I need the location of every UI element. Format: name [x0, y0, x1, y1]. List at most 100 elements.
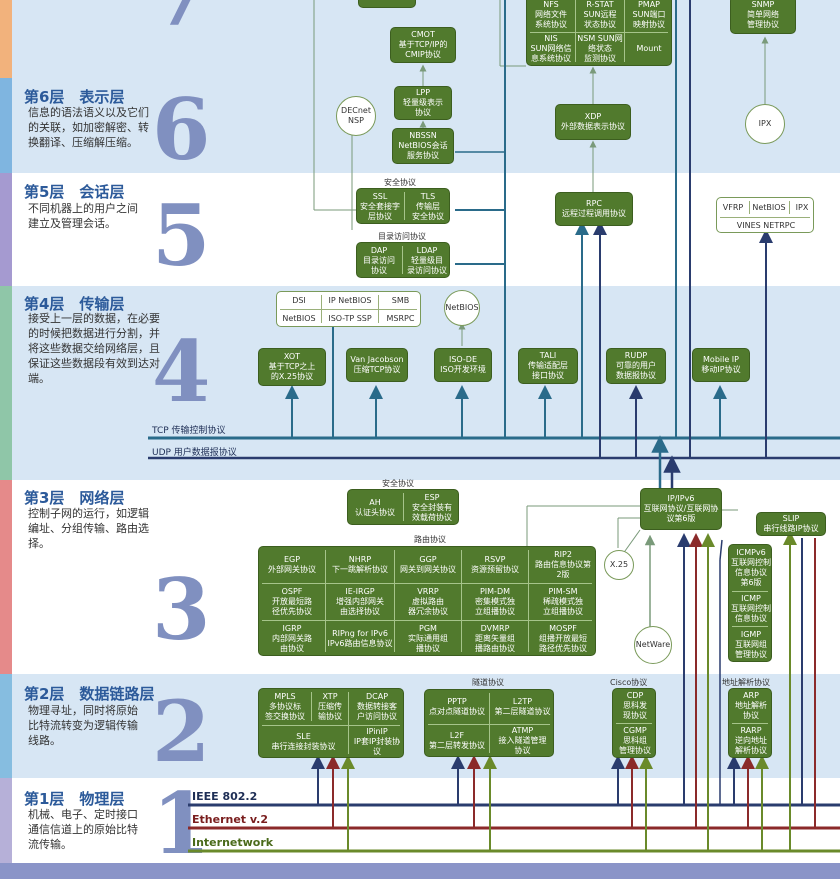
- protocol-ip-ipv6: IP/IPv6 互联网协议/互联网协 议第6版: [640, 488, 722, 530]
- protocol-x25: X.25: [604, 550, 634, 580]
- protocol-tls: TLS 传输层 安全协议: [412, 192, 444, 221]
- arp-stack: ARP 地址解析 协议 RARP 逆向地址 解析协议: [728, 688, 772, 758]
- protocol-ggp: GGP 网关到网关协议: [400, 555, 456, 574]
- divider: [262, 583, 592, 584]
- protocol-cmot-label: CMOT 基于TCP/IP的 CMIP协议: [398, 30, 448, 59]
- protocol-iso-tp-ssp: ISO-TP SSP: [328, 313, 372, 323]
- divider: [311, 692, 312, 721]
- protocol-snmp: SNMP 简单网络 管理协议: [730, 0, 796, 34]
- layer2-title: 第2层 数据链路层: [24, 685, 155, 703]
- protocol-cmot: CMOT 基于TCP/IP的 CMIP协议: [390, 27, 456, 63]
- tunnel-group: PPTP 点对点隧道协议 L2TP 第二层隧道协议 L2F 第二层转发协议 AT…: [424, 689, 554, 757]
- layer1-band: [0, 778, 840, 863]
- protocol-sle: SLE 串行连接封装协议: [271, 732, 336, 751]
- protocol-mospf: MOSPF 组播开放最短 路径优先协议: [539, 624, 587, 653]
- divider: [404, 192, 405, 220]
- protocol-snmp-label: SNMP 简单网络 管理协议: [747, 0, 779, 29]
- mpls-group: MPLS 多协议标 签交换协议 XTP 压缩传 输协议 DCAP 数据转接客 户…: [258, 688, 404, 758]
- protocol-l2tp: L2TP 第二层隧道协议: [494, 697, 551, 716]
- divider: [402, 246, 403, 274]
- layer5-strip: [0, 173, 12, 286]
- ssl-tls-group: SSL 安全套接字 层协议 TLS 传输层 安全协议: [356, 188, 450, 224]
- protocol-nsm: NSM SUN网 络状态 监测协议: [577, 34, 623, 63]
- protocol-msrpc: MSRPC: [386, 313, 415, 323]
- group-label-security3: 安全协议: [382, 479, 414, 488]
- protocol-ipinip: IPinIP IP套IP封装协议: [353, 727, 401, 756]
- protocol-dcap: DCAP 数据转接客 户访问协议: [357, 692, 397, 721]
- group-label-routing: 路由协议: [414, 535, 446, 544]
- tcp-bus-label: TCP 传输控制协议: [152, 426, 226, 436]
- protocol-dsi: DSI: [292, 295, 306, 305]
- layer3-title: 第3层 网络层: [24, 489, 125, 507]
- group-label-addr: 地址解析协议: [722, 678, 770, 687]
- layer2-number: 2: [152, 682, 211, 781]
- protocol-ldap: LDAP 轻量级目 录访问协议: [407, 246, 447, 275]
- protocol-lpp-label: LPP 轻量级表示 协议: [403, 88, 443, 117]
- protocol-slip: SLIP 串行线路IP协议: [756, 512, 826, 536]
- protocol-pim-sm: PIM-SM 稀疏模式独 立组播协议: [543, 587, 583, 616]
- protocol-vfrp: VFRP: [722, 203, 744, 212]
- protocol-arp: ARP 地址解析 协议: [735, 691, 767, 720]
- protocol-mobile-ip: Mobile IP 移动IP协议: [692, 348, 750, 382]
- protocol-ipx-5: IPX: [795, 203, 809, 212]
- protocol-ie-irgp: IE-IRGP 增强内部网关 由选择协议: [336, 587, 384, 616]
- layer6-number: 6: [152, 80, 211, 179]
- protocol-iso-de: ISO-DE ISO开发环境: [434, 348, 492, 382]
- protocol-vrrp: VRRP 虚拟路由 器冗余协议: [408, 587, 448, 616]
- protocol-xot-label: XOT 基于TCP之上 的X.25协议: [268, 352, 316, 381]
- layer4-strip: [0, 286, 12, 480]
- layer4-number: 4: [152, 322, 211, 421]
- dap-ldap-group: DAP 目录访问 协议 LDAP 轻量级目 录访问协议: [356, 242, 450, 278]
- internetwork-bus-label: Internetwork: [192, 836, 274, 849]
- divider: [394, 550, 395, 652]
- protocol-egp: EGP 外部网关协议: [268, 555, 316, 574]
- divider: [262, 725, 400, 726]
- group-label-directory: 目录访问协议: [378, 232, 426, 241]
- protocol-atmp: ATMP 接入隧道管理 协议: [498, 726, 547, 755]
- ethernet-bus-label: Ethernet v.2: [192, 813, 268, 826]
- protocol-lpp: LPP 轻量级表示 协议: [394, 86, 452, 120]
- layer2-band: [0, 674, 840, 778]
- protocol-pgm: PGM 实际通用组 播协议: [408, 624, 448, 653]
- protocol-rpc: RPC 远程过程调用协议: [555, 192, 633, 226]
- protocol-slip-label: SLIP 串行线路IP协议: [763, 514, 819, 533]
- protocol-netbios: NetBIOS: [282, 313, 316, 323]
- layer1-title: 第1层 物理层: [24, 790, 125, 808]
- protocol-pim-dm: PIM-DM 密集模式独 立组播协议: [475, 587, 515, 616]
- nfs-sun-group: NFS 网络文件 系统协议 R-STAT SUN远程 状态协议 PMAP SUN…: [526, 0, 672, 66]
- protocol-pptp: PPTP 点对点隧道协议: [429, 697, 485, 716]
- layer6-strip: [0, 78, 12, 173]
- layer1-desc: 机械、电子、定时接口通信信道上的原始比特流传输。: [28, 808, 138, 851]
- protocol-mpls: MPLS 多协议标 签交换协议: [265, 692, 305, 721]
- protocol-nis: NIS SUN网络信 息系统协议: [530, 34, 572, 63]
- protocol-ssl: SSL 安全套接字 层协议: [360, 192, 400, 221]
- divider: [624, 0, 625, 62]
- bottom-bar: [0, 863, 840, 879]
- protocol-ripng: RIPng for IPv6 IPv6路由信息协议: [327, 629, 393, 648]
- protocol-l2f: L2F 第二层转发协议: [429, 731, 485, 750]
- layer5-title: 第5层 会话层: [24, 183, 125, 201]
- protocol-xdp-label: XDP 外部数据表示协议: [561, 112, 625, 131]
- protocol-mobileip-label: Mobile IP 移动IP协议: [701, 355, 741, 374]
- protocol-netbios-5: NetBIOS: [752, 203, 786, 212]
- protocol-rpc-label: RPC 远程过程调用协议: [562, 199, 626, 218]
- protocol-ip-netbios: IP NetBIOS: [328, 295, 372, 305]
- layer7-number: 7: [152, 0, 210, 38]
- ah-esp-group: AH 认证头协议 ESP 安全封装有 效载荷协议: [347, 489, 459, 525]
- protocol-esp: ESP 安全封装有 效载荷协议: [412, 493, 452, 522]
- layer2-strip: [0, 674, 12, 778]
- divider: [403, 493, 404, 521]
- divider: [732, 626, 768, 627]
- protocol-vines: VINES NETRPC: [736, 220, 796, 230]
- divider: [428, 724, 550, 725]
- protocol-icmpv6: ICMPv6 互联网控制 信息协议 第6版: [731, 548, 771, 587]
- divider: [575, 0, 576, 62]
- divider: [720, 217, 810, 218]
- protocol-ipv6-label: IP/IPv6 互联网协议/互联网协 议第6版: [643, 494, 719, 523]
- protocol-smb: SMB: [391, 295, 410, 305]
- cisco-stack: CDP 思科发 现协议 CGMP 思科组 管理协议: [612, 688, 656, 758]
- netbios-group: DSI IP NetBIOS SMB NetBIOS ISO-TP SSP MS…: [276, 291, 421, 327]
- divider: [325, 550, 326, 652]
- protocol-nbssn: NBSSN NetBIOS会话 服务协议: [392, 128, 454, 164]
- divider: [262, 620, 592, 621]
